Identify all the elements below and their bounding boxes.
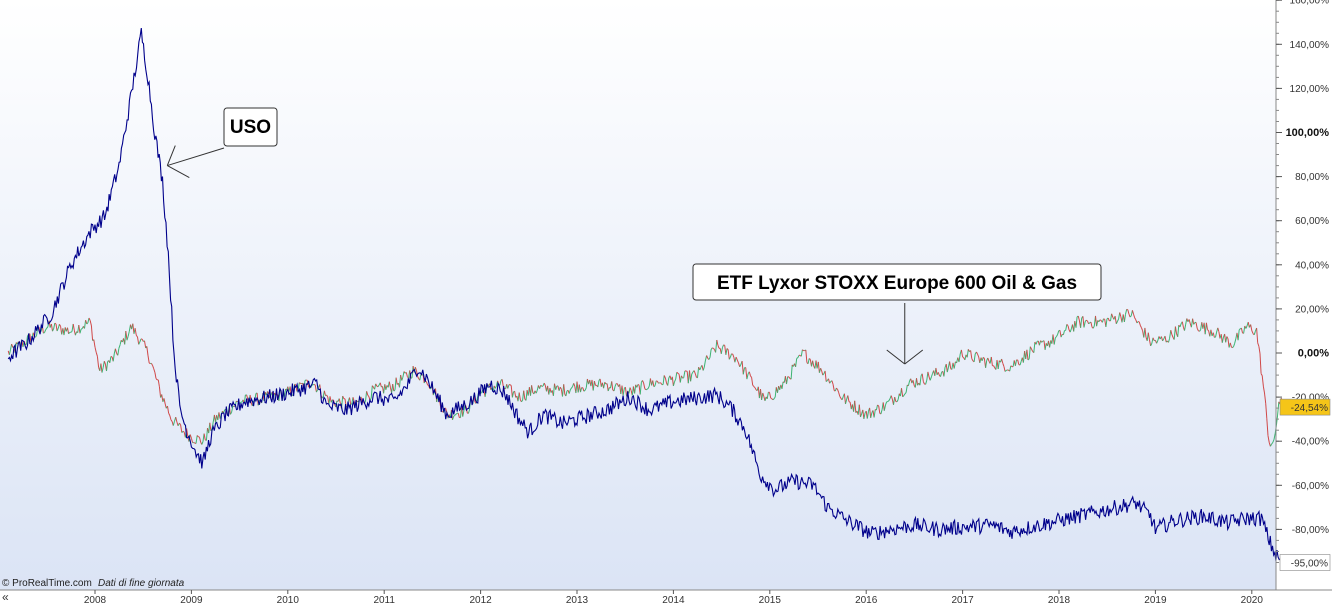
y-tick-label: -80,00% [1292,525,1329,536]
etf-segment [43,333,44,334]
etf-segment [1104,319,1105,320]
annotation-uso-text: USO [230,117,271,138]
etf-segment [411,378,412,379]
etf-segment [963,357,964,358]
y-tick-label: 20,00% [1295,304,1329,315]
x-tick-label: 2015 [759,595,782,605]
etf-segment [678,373,679,374]
etf-segment [1127,309,1128,310]
etf-segment [194,443,195,444]
etf-segment [456,413,457,414]
etf-segment [305,380,306,381]
x-tick-label: 2018 [1048,595,1071,605]
etf-segment [183,431,184,432]
etf-segment [71,332,72,333]
uso-last-value-badge: -95,00% [1280,555,1330,571]
etf-segment [198,437,199,438]
etf-segment [111,356,112,357]
y-tick-label: 0,00% [1298,348,1329,360]
etf-segment [802,350,803,351]
etf-segment [1100,320,1101,321]
etf-segment [1006,370,1007,371]
etf-segment [428,385,429,386]
etf-segment [724,345,725,346]
etf-segment [1086,320,1087,321]
y-tick-label: -40,00% [1292,437,1329,448]
y-tick-label: -60,00% [1292,481,1329,492]
x-tick-label: 2014 [662,595,685,605]
source-credit: © ProRealTime.com [2,578,92,589]
etf-segment [771,398,772,399]
etf-segment [510,385,511,386]
y-tick-label: 80,00% [1295,172,1329,183]
y-tick-label: 140,00% [1290,40,1330,51]
y-tick-label: 120,00% [1290,84,1330,95]
scroll-left-icon[interactable]: « [2,590,9,604]
etf-segment [809,359,810,360]
uso-last-value-badge-text: -95,00% [1291,559,1328,570]
y-tick-label: 40,00% [1295,260,1329,271]
x-tick-label: 2017 [951,595,974,605]
x-tick-label: 2020 [1241,595,1264,605]
etf-segment [1011,366,1012,367]
etf-segment [797,358,798,359]
x-tick-label: 2010 [277,595,300,605]
x-tick-label: 2013 [566,595,589,605]
x-tick-label: 2019 [1144,595,1167,605]
etf-segment [638,384,639,385]
y-tick-label: 60,00% [1295,216,1329,227]
etf-segment [351,404,352,405]
x-tick-label: 2012 [469,595,492,605]
etf-segment [314,384,315,385]
y-tick-label: 100,00% [1286,127,1330,139]
x-tick-label: 2016 [855,595,878,605]
etf-last-value-badge-text: -24,54% [1291,403,1328,414]
etf-last-value-badge: -24,54% [1280,399,1330,415]
etf-segment [299,383,300,384]
x-tick-label: 2009 [180,595,203,605]
x-tick-label: 2011 [373,595,395,605]
etf-segment [659,383,660,384]
data-note: Dati di fine giornata [98,578,185,589]
etf-segment [1208,330,1209,331]
etf-segment [888,401,889,402]
x-tick-label: 2008 [84,595,107,605]
y-tick-label: 160,00% [1290,0,1330,7]
annotation-etf-text: ETF Lyxor STOXX Europe 600 Oil & Gas [717,273,1077,294]
etf-segment [454,415,455,416]
